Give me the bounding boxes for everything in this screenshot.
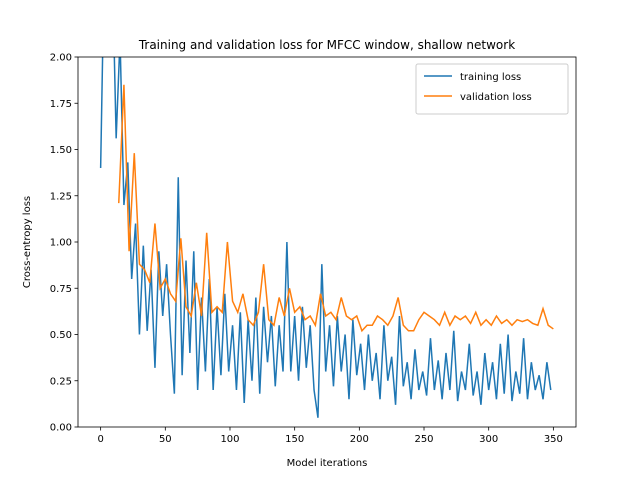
x-tick-label: 50: [159, 434, 172, 445]
y-tick-label: 1.75: [50, 99, 72, 110]
series-line: [99, 57, 552, 418]
series-line: [118, 84, 554, 333]
x-tick-label: 350: [544, 434, 563, 445]
x-tick-label: 150: [285, 434, 304, 445]
y-axis-label: Cross-entropy loss: [22, 196, 33, 288]
plot-area: [99, 57, 554, 418]
x-tick-label: 100: [220, 434, 239, 445]
x-tick-label: 250: [414, 434, 433, 445]
x-tick-label: 0: [97, 434, 103, 445]
y-tick-label: 1.50: [50, 145, 72, 156]
y-tick-label: 2.00: [50, 53, 72, 64]
x-tick-label: 300: [479, 434, 498, 445]
x-axis-label: Model iterations: [287, 458, 368, 469]
y-tick-label: 0.50: [50, 330, 72, 341]
y-tick-label: 0.00: [50, 423, 72, 434]
x-tick-label: 200: [350, 434, 369, 445]
y-tick-label: 0.25: [50, 376, 72, 387]
y-tick-label: 1.00: [50, 238, 72, 249]
legend-label: training loss: [460, 72, 521, 83]
chart-title: Training and validation loss for MFCC wi…: [138, 38, 515, 52]
y-tick-label: 1.25: [50, 191, 72, 202]
legend-label: validation loss: [460, 92, 532, 103]
y-tick-label: 0.75: [50, 284, 72, 295]
legend-box: [415, 63, 569, 115]
